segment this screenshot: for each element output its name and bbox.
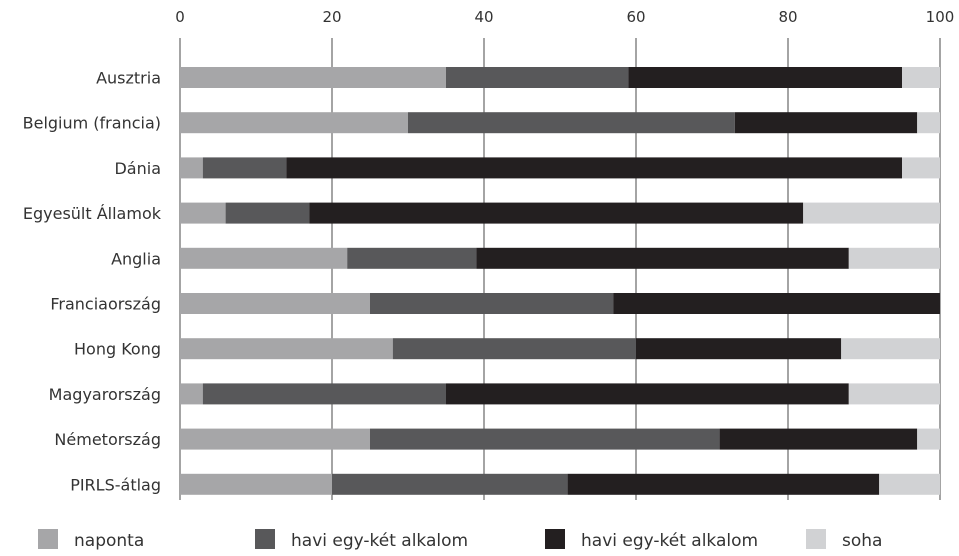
category-label: PIRLS-átlag — [70, 475, 161, 494]
bar-segment — [180, 383, 203, 405]
x-tick-label: 100 — [926, 8, 955, 26]
bar-segment — [841, 338, 940, 360]
bar-segment — [286, 157, 902, 179]
bar-segment — [370, 293, 614, 314]
legend-swatch — [545, 529, 565, 549]
bar-segment — [408, 112, 735, 134]
bar-segment — [180, 67, 446, 88]
x-tick-label: 40 — [474, 8, 493, 26]
bar-segment — [848, 383, 940, 405]
category-label: Franciaország — [50, 295, 161, 314]
bar-segment — [180, 293, 370, 314]
legend-swatch — [806, 529, 826, 549]
bar-segment — [613, 293, 940, 314]
bar-segment — [567, 473, 880, 495]
x-tick-label: 80 — [778, 8, 797, 26]
bar-segment — [202, 157, 287, 179]
legend-label: havi egy-két alkalom — [581, 531, 758, 551]
legend-label: havi egy-két alkalom — [291, 531, 468, 551]
bar-segment — [180, 428, 370, 450]
legend-swatch — [255, 529, 275, 549]
bar-segment — [370, 428, 720, 450]
bar-segment — [446, 67, 629, 88]
bar-segment — [180, 247, 348, 269]
bar-segment — [902, 157, 940, 179]
category-label: Egyesült Államok — [23, 204, 162, 223]
category-label: Hong Kong — [74, 340, 161, 359]
bar-segment — [902, 67, 940, 88]
category-label: Belgium (francia) — [23, 114, 161, 133]
bar-segment — [917, 428, 940, 450]
bar-segment — [392, 338, 636, 360]
bar-segment — [347, 247, 477, 269]
legend-label: naponta — [74, 531, 144, 551]
bar-segment — [879, 473, 940, 495]
x-tick-label: 20 — [322, 8, 341, 26]
legend-swatch — [38, 529, 58, 549]
bar-segment — [332, 473, 568, 495]
bar-segment — [180, 338, 393, 360]
bar-segment — [180, 112, 408, 134]
bar-segment — [309, 202, 804, 224]
category-label: Magyarország — [49, 385, 161, 404]
bar-segment — [225, 202, 310, 224]
category-label: Anglia — [111, 249, 161, 268]
legend-label: soha — [842, 531, 882, 551]
bar-segment — [636, 338, 842, 360]
bar-segment — [202, 383, 446, 405]
bar-segment — [446, 383, 849, 405]
bar-segment — [180, 473, 332, 495]
bar-segment — [476, 247, 849, 269]
legend: naponta havi egy-két alkalom havi egy-két … — [38, 529, 882, 551]
x-axis-ticks: 0 20 40 60 80 100 — [175, 8, 954, 26]
category-labels: Ausztria Belgium (francia) Dánia Egyesült Á… — [23, 69, 162, 495]
bar-segment — [734, 112, 918, 134]
bar-segment — [180, 157, 203, 179]
bar-segment — [628, 67, 902, 88]
x-tick-label: 60 — [626, 8, 645, 26]
bar-segment — [848, 247, 940, 269]
bar-segment — [180, 202, 226, 224]
category-label: Németország — [54, 430, 161, 449]
category-label: Dánia — [114, 159, 161, 178]
category-label: Ausztria — [96, 69, 161, 88]
bars — [180, 67, 940, 495]
bar-segment — [803, 202, 940, 224]
bar-segment — [917, 112, 940, 134]
bar-segment — [719, 428, 918, 450]
x-tick-label: 0 — [175, 8, 185, 26]
